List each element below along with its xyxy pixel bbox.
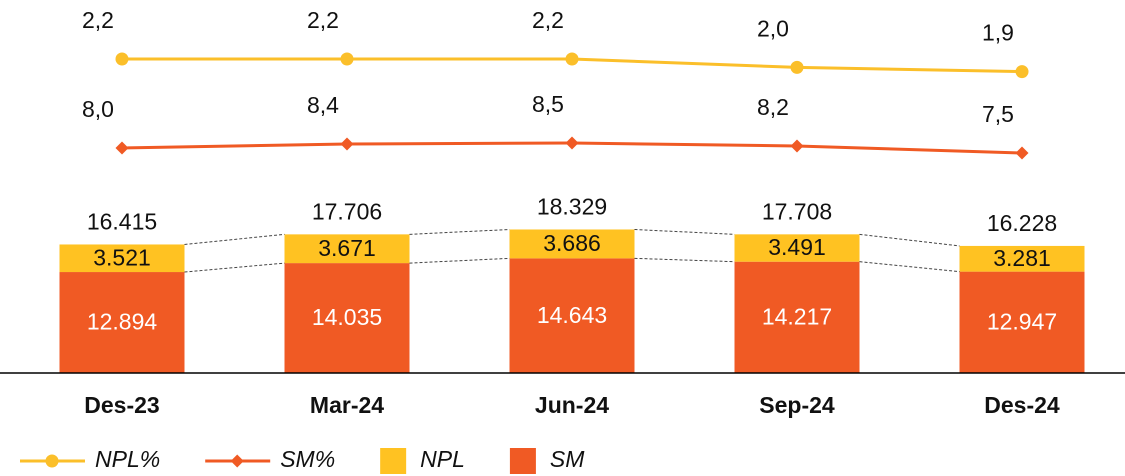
bar-value-label: 3.521 xyxy=(93,244,151,270)
total-label: 17.708 xyxy=(762,198,832,224)
line-point xyxy=(340,137,354,151)
bar-value-label: 14.643 xyxy=(537,302,607,328)
x-tick-label: Des-23 xyxy=(84,392,159,418)
line-point xyxy=(790,60,804,74)
bar xyxy=(509,229,635,259)
line-value-label: 8,0 xyxy=(82,96,114,122)
line-point xyxy=(115,141,129,155)
line-point xyxy=(45,454,59,468)
line-value-label: 2,2 xyxy=(532,7,564,33)
total-label: 18.329 xyxy=(537,194,607,220)
legend-label: SM xyxy=(550,446,585,472)
bar xyxy=(59,244,185,273)
line-value-label: 2,0 xyxy=(757,15,789,41)
x-tick-label: Mar-24 xyxy=(310,392,384,418)
bar xyxy=(734,261,860,373)
connector xyxy=(859,261,960,273)
legend-swatch xyxy=(509,448,536,474)
legend-swatch xyxy=(380,448,407,474)
bar xyxy=(959,271,1085,373)
line-value-label: 8,5 xyxy=(532,91,564,117)
legend-label: SM% xyxy=(280,446,335,472)
bar-value-label: 3.671 xyxy=(318,235,376,261)
bar xyxy=(959,245,1085,272)
line-point xyxy=(230,454,244,468)
legend-label: NPL xyxy=(420,446,465,472)
line-value-label: 7,5 xyxy=(982,101,1014,127)
bar-value-label: 3.281 xyxy=(993,245,1051,271)
line-value-label: 8,2 xyxy=(757,94,789,120)
bar xyxy=(284,234,410,264)
x-tick-label: Sep-24 xyxy=(759,392,835,418)
connector xyxy=(409,257,510,264)
connector xyxy=(634,228,735,235)
bar-value-label: 14.035 xyxy=(312,304,382,330)
bar xyxy=(284,263,410,373)
x-tick-label: Jun-24 xyxy=(535,392,609,418)
total-label: 16.415 xyxy=(87,209,157,235)
line-value-label: 1,9 xyxy=(982,20,1014,46)
line-point xyxy=(1015,146,1029,160)
line-value-label: 2,2 xyxy=(307,7,339,33)
bar-value-label: 14.217 xyxy=(762,303,832,329)
line-point xyxy=(115,52,129,66)
bar-value-label: 12.947 xyxy=(987,308,1057,334)
line-point xyxy=(565,136,579,150)
line-point xyxy=(340,52,354,66)
bar-value-label: 12.894 xyxy=(87,309,158,335)
line-point xyxy=(1015,65,1029,79)
line-value-label: 2,2 xyxy=(82,7,114,33)
legend-label: NPL% xyxy=(95,446,160,472)
connector xyxy=(409,228,510,235)
line-value-label: 8,4 xyxy=(307,92,339,118)
connector xyxy=(184,262,285,273)
bar-value-label: 3.686 xyxy=(543,230,601,256)
connector xyxy=(634,257,735,263)
line-point xyxy=(565,52,579,66)
total-label: 17.706 xyxy=(312,198,382,224)
total-label: 16.228 xyxy=(987,210,1057,236)
bar xyxy=(509,258,635,373)
x-tick-label: Des-24 xyxy=(984,392,1060,418)
connector xyxy=(859,233,960,247)
bar xyxy=(59,272,185,373)
line-point xyxy=(790,139,804,153)
connector xyxy=(184,233,285,245)
bar-value-label: 3.491 xyxy=(768,234,826,260)
bar xyxy=(734,234,860,262)
